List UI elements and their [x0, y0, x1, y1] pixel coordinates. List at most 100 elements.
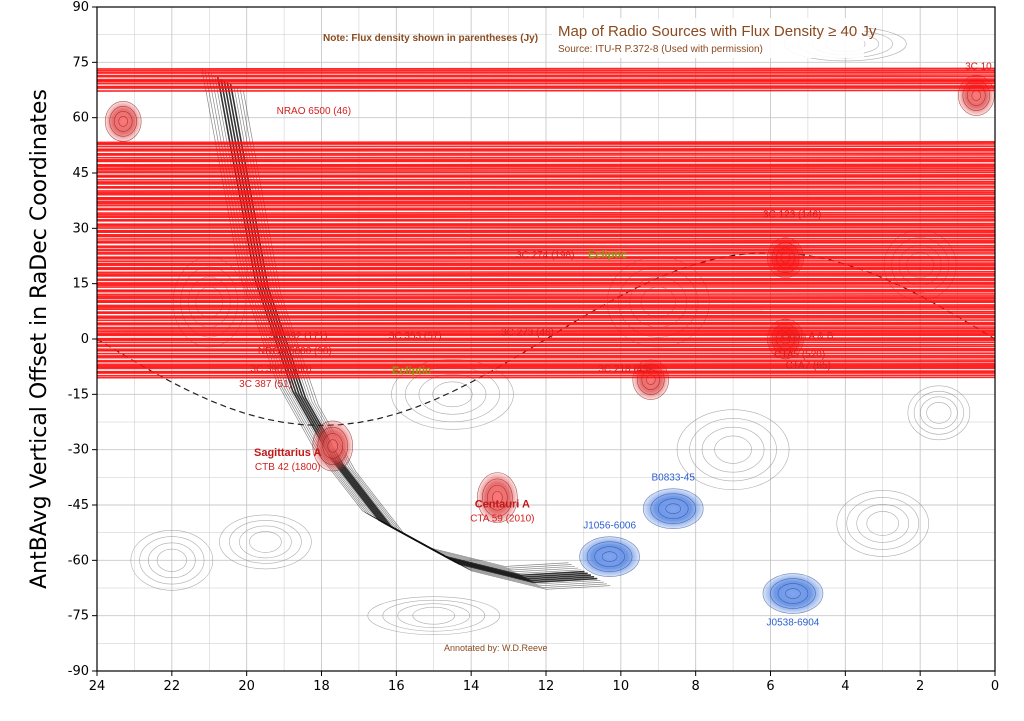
- blue-source-label: B0833-45: [652, 473, 696, 484]
- sky-contour: [391, 359, 514, 430]
- x-tick-label: 18: [313, 679, 330, 694]
- blue-source-label: J1056-6006: [583, 521, 636, 532]
- x-tick-label: 16: [388, 679, 405, 694]
- red-band-stroke: [97, 233, 995, 237]
- red-band-stroke: [97, 229, 995, 232]
- sky-contour: [418, 374, 487, 415]
- sky-contour: [397, 603, 471, 628]
- blue-source-contour: [594, 546, 625, 567]
- source-text-label: NROA 5600 (90): [258, 346, 332, 357]
- red-overlay-bands: [97, 67, 995, 379]
- red-band-stroke: [97, 359, 995, 362]
- red-band-stroke: [97, 78, 995, 82]
- sky-contour: [701, 426, 765, 473]
- red-source-contour: [312, 420, 354, 472]
- x-axis: 24 22 20 18 16 14 12 10 8 6 4 2 0: [89, 671, 999, 694]
- red-band-stroke: [97, 174, 995, 178]
- x-tick-label: 4: [841, 679, 849, 694]
- blue-source-contour: [777, 583, 809, 604]
- sky-contour: [367, 596, 501, 635]
- ecliptic-label-lower: Ecliptic: [392, 365, 431, 377]
- sky-contour: [689, 418, 777, 482]
- chart-annotations: Map of Radio Sources with Flux Density ≥…: [323, 18, 877, 653]
- x-tick-label: 12: [538, 679, 555, 694]
- red-band-stroke: [97, 211, 995, 214]
- source-text-label: 3C 10 (44): [965, 62, 1012, 73]
- red-source-sublabel: CTA 59 (2010): [470, 514, 534, 525]
- red-source-contour: [477, 472, 518, 523]
- x-tick-label: 10: [613, 679, 630, 694]
- sky-contour: [913, 390, 964, 435]
- red-source-contour: [317, 426, 349, 466]
- source-text-label: NRAO 6500 (46): [277, 106, 351, 117]
- red-source-blob: [105, 101, 142, 142]
- sky-contour: [382, 599, 486, 632]
- source-text-label: 3C 387 (51): [239, 379, 292, 390]
- blue-source-contour: [657, 498, 689, 519]
- sky-contour: [856, 504, 910, 543]
- blue-source-blob: [579, 536, 640, 577]
- red-source-contour: [113, 111, 133, 132]
- red-source-contour: [104, 101, 142, 142]
- red-band-stroke: [97, 314, 995, 318]
- source-text-label: CTA7 (65): [785, 361, 830, 372]
- blue-source-contour: [586, 541, 633, 572]
- red-source-contour: [487, 484, 508, 511]
- source-text-label: CTA5 (520): [774, 349, 825, 360]
- red-band-stroke: [97, 337, 995, 340]
- red-source-contour: [327, 439, 339, 453]
- source-text-label: 3C 273 (46): [501, 327, 554, 338]
- red-band-stroke: [97, 141, 995, 144]
- red-band-stroke: [97, 277, 995, 281]
- sky-contour: [249, 531, 282, 553]
- red-source-contour: [492, 491, 503, 505]
- source-text-label: 3C 353 (57): [389, 331, 442, 342]
- y-axis-label: AntBAvg Vertical Offset in RaDec Coordin…: [27, 89, 52, 589]
- source-text-label: Orion A & B: [782, 331, 834, 342]
- red-band-stroke: [97, 266, 995, 270]
- chart-note: Note: Flux density shown in parentheses …: [323, 33, 538, 44]
- y-tick-label: 75: [72, 55, 89, 70]
- red-band-stroke: [97, 163, 995, 166]
- plot-area: Centauri A CTA 59 (2010) Sagittarius A CTB …: [97, 7, 1012, 671]
- blue-source-blob: [762, 573, 823, 614]
- red-band-stroke: [97, 185, 995, 188]
- source-text-label: 3C 390.2 (80): [250, 364, 311, 375]
- blue-source-contour: [601, 551, 618, 562]
- sky-contour: [676, 409, 790, 490]
- red-source-contour: [322, 433, 344, 459]
- blue-source-contour: [665, 503, 682, 514]
- red-band-stroke: [97, 152, 995, 155]
- y-tick-label: -30: [68, 443, 89, 458]
- sky-contour: [139, 536, 205, 585]
- y-tick-label: 45: [72, 166, 89, 181]
- blue-source-contour: [770, 578, 816, 609]
- sky-contour: [836, 490, 930, 557]
- y-tick-label: -15: [68, 387, 89, 402]
- sky-contour: [920, 396, 958, 430]
- red-band-stroke: [97, 299, 995, 303]
- blue-source-blob: [643, 488, 704, 529]
- red-band-stroke: [97, 218, 995, 221]
- red-band-stroke: [97, 74, 995, 77]
- red-band-stroke: [97, 67, 995, 70]
- red-source-contour: [118, 116, 128, 127]
- chart-source: Source: ITU-R P.372-8 (Used with permiss…: [558, 44, 763, 55]
- red-source-blob: [632, 359, 669, 400]
- x-tick-label: 6: [766, 679, 774, 694]
- red-band-stroke: [97, 89, 995, 92]
- galactic-ridge-line: [239, 89, 607, 588]
- sky-contour: [907, 385, 971, 441]
- red-band-stroke: [97, 321, 995, 324]
- red-source-blob: [477, 472, 518, 523]
- x-tick-label: 14: [463, 679, 480, 694]
- sky-contour: [926, 401, 952, 424]
- x-tick-label: 20: [238, 679, 255, 694]
- red-source-contour: [641, 369, 661, 390]
- x-tick-label: 8: [692, 679, 700, 694]
- sky-contour: [130, 530, 214, 591]
- blue-source-contour: [650, 493, 697, 524]
- galactic-ridge-line: [226, 82, 595, 582]
- galactic-ridge-line: [207, 71, 575, 571]
- red-band-stroke: [97, 326, 995, 329]
